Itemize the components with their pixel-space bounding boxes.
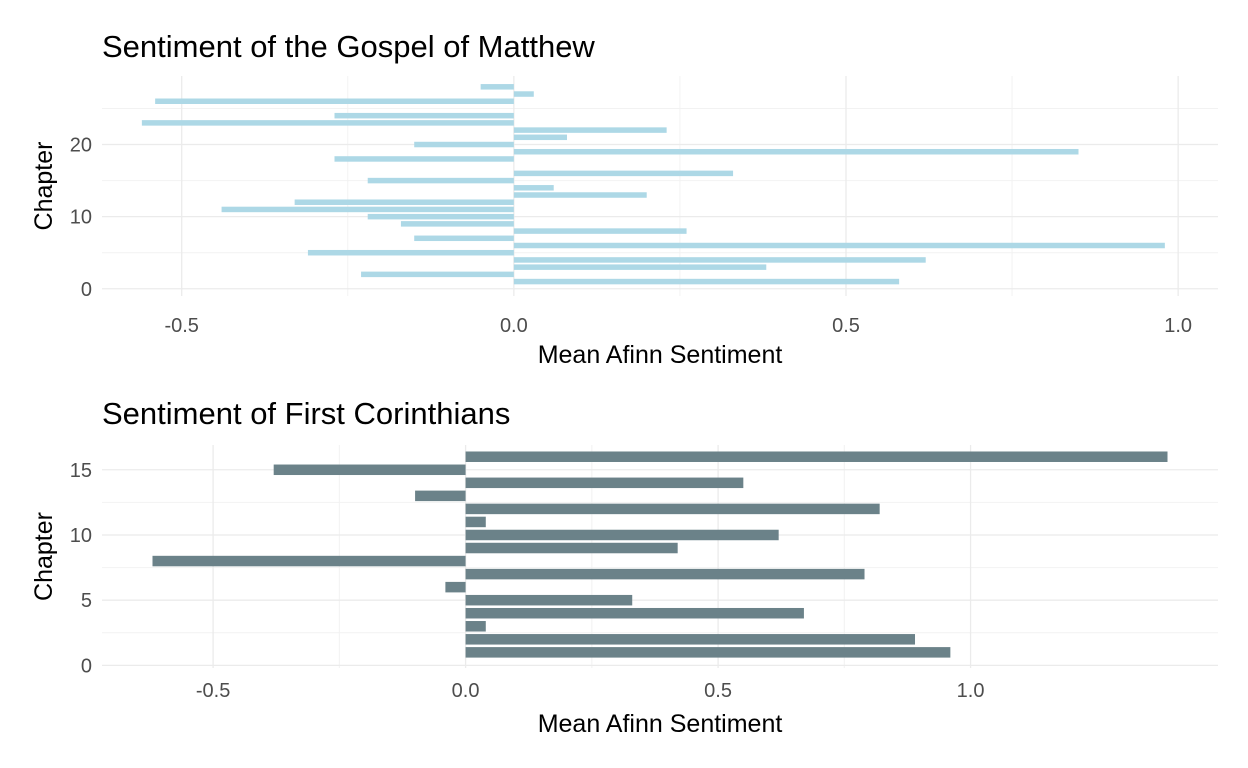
- bar-chapter-8: [513, 228, 687, 234]
- y-tick-label: 20: [70, 135, 92, 157]
- x-axis-title: Mean Afinn Sentiment: [538, 710, 783, 738]
- bar-chapter-10: [367, 213, 514, 220]
- bar-chapter-23: [141, 120, 514, 126]
- bar-chapter-14: [465, 477, 744, 489]
- bar-chapter-7: [414, 235, 514, 242]
- bar-chapter-26: [155, 98, 514, 104]
- bar-chapter-2: [465, 634, 916, 645]
- chart-title: Sentiment of First Corinthians: [102, 396, 510, 431]
- y-axis-title: Chapter: [30, 512, 58, 601]
- chart-panel-1: -0.5 0.0 0.5 1.0 0 10 20 Sentiment of the Gospe…: [30, 29, 1218, 369]
- bar-chapter-12: [294, 199, 514, 205]
- bar-chapter-4: [513, 257, 926, 263]
- x-tick-label: 0.0: [500, 315, 528, 337]
- bar-chapter-3: [513, 264, 767, 270]
- y-tick-label: 10: [70, 207, 92, 229]
- bar-chapter-9: [400, 221, 514, 227]
- y-tick-label: 5: [81, 590, 92, 612]
- bar-chapter-7: [465, 568, 865, 580]
- y-tick-label: 0: [81, 655, 92, 677]
- bar-chapter-9: [465, 542, 678, 554]
- bar-chapter-14: [513, 185, 554, 191]
- bar-chapter-27: [513, 91, 534, 97]
- bar-chapter-22: [513, 127, 667, 133]
- bar-chapter-5: [465, 594, 633, 606]
- y-axis-title: Chapter: [30, 142, 58, 231]
- x-axis-title: Mean Afinn Sentiment: [538, 341, 783, 369]
- bar-chapter-6: [445, 581, 466, 593]
- chart-title: Sentiment of the Gospel of Matthew: [102, 29, 595, 64]
- bar-chapter-4: [465, 607, 804, 619]
- bar-chapter-15: [367, 177, 514, 184]
- bar-chapter-16: [513, 170, 734, 177]
- bar-chapter-24: [334, 112, 514, 119]
- bar-chapter-13: [415, 490, 466, 502]
- x-tick-label: -0.5: [164, 315, 198, 337]
- x-tick-label: 1.0: [957, 680, 985, 702]
- chart-panel-2: -0.5 0.0 0.5 1.0 0 5 10 15 Sentiment of First Co…: [30, 396, 1218, 738]
- bar-chapter-16: [465, 451, 1168, 462]
- bar-chapter-6: [513, 242, 1165, 249]
- x-tick-label: 1.0: [1164, 315, 1192, 337]
- y-tick-label: 0: [81, 279, 92, 301]
- bar-chapter-15: [273, 464, 466, 476]
- x-tick-label: 0.5: [704, 680, 732, 702]
- y-tick-label: 15: [70, 460, 92, 482]
- bar-chapter-10: [465, 529, 779, 541]
- bar-chapter-13: [513, 192, 647, 198]
- x-tick-label: -0.5: [196, 680, 230, 702]
- bar-chapter-11: [465, 516, 486, 528]
- x-tick-label: 0.5: [832, 315, 860, 337]
- x-tick-label: 0.0: [452, 680, 480, 702]
- bar-chapter-12: [465, 503, 880, 515]
- bar-chapter-11: [221, 206, 514, 213]
- bar-chapter-21: [513, 134, 567, 141]
- bar-chapter-3: [465, 621, 486, 632]
- bar-chapter-5: [307, 249, 514, 256]
- y-tick-label: 10: [70, 525, 92, 547]
- bar-chapter-19: [513, 148, 1079, 155]
- bar-chapter-2: [361, 271, 514, 278]
- bar-chapter-28: [480, 84, 514, 90]
- bar-chapter-18: [334, 156, 514, 162]
- bar-chapter-1: [513, 278, 900, 285]
- bar-chapter-8: [152, 555, 466, 567]
- bar-chapter-20: [414, 141, 514, 148]
- bar-chapter-1: [465, 647, 951, 658]
